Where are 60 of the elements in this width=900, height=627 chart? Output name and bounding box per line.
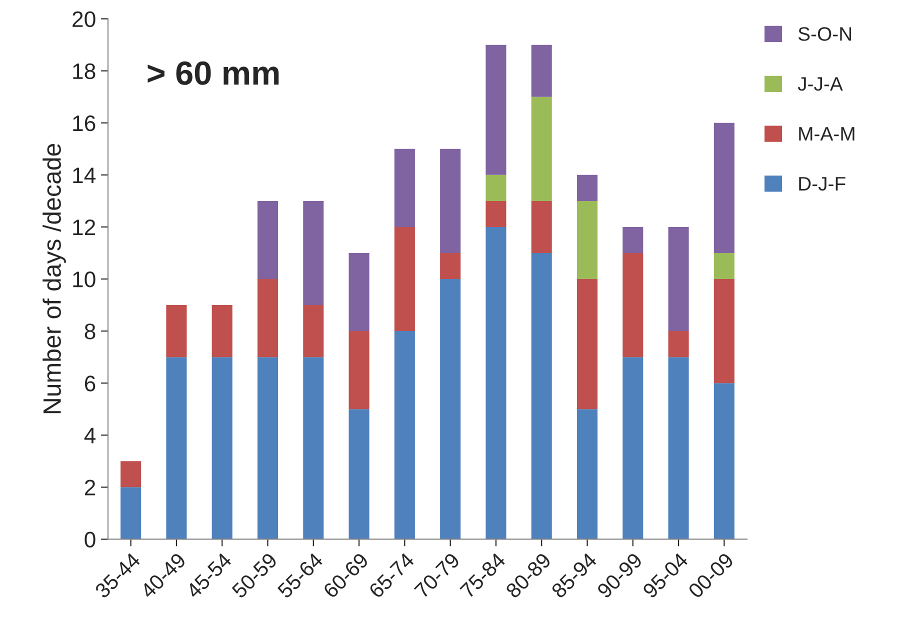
bar — [303, 305, 324, 358]
bar — [303, 357, 324, 540]
bar — [622, 252, 644, 358]
bar — [576, 409, 598, 540]
bar — [440, 148, 461, 253]
y-tick-label: 20 — [72, 11, 96, 28]
y-tick-label: 18 — [73, 63, 96, 80]
bar — [668, 331, 689, 358]
bar — [531, 252, 552, 540]
legend-label: S-O-N — [798, 27, 852, 41]
bar — [576, 279, 598, 410]
bar — [394, 331, 415, 540]
bar — [486, 44, 506, 175]
annotation: > 60 mm — [148, 61, 279, 85]
bar — [394, 148, 415, 227]
y-axis-title: Number of days /decade — [42, 144, 66, 414]
bar — [348, 409, 370, 540]
y-tick-label: 0 — [84, 532, 96, 548]
y-tick-label: 14 — [73, 168, 96, 183]
bar — [486, 174, 506, 201]
y-tick-label: 12 — [73, 220, 96, 236]
bar — [576, 200, 598, 280]
bar — [668, 357, 689, 540]
bar — [166, 357, 187, 540]
y-tick-label: 8 — [84, 324, 96, 340]
bar — [303, 200, 324, 306]
y-tick-label: 16 — [73, 115, 96, 132]
bar — [394, 226, 415, 332]
bar — [440, 252, 461, 280]
bar — [257, 200, 278, 280]
y-tick-label: 4 — [84, 428, 96, 444]
bar — [166, 305, 187, 358]
bar — [714, 279, 734, 384]
bar — [486, 200, 506, 227]
bar — [212, 305, 232, 358]
legend-label: J-J-A — [798, 77, 843, 91]
bar — [714, 383, 734, 540]
bar — [348, 252, 370, 332]
bar — [531, 44, 552, 97]
bar — [486, 226, 506, 540]
bar — [440, 279, 461, 540]
legend-label: M-A-M — [799, 127, 854, 141]
y-tick-label: 6 — [84, 376, 96, 392]
bar — [714, 252, 734, 280]
bar — [348, 331, 370, 410]
bar — [714, 122, 734, 253]
bar — [622, 357, 644, 540]
y-tick-label: 10 — [73, 272, 96, 288]
bar — [120, 461, 142, 488]
bar — [531, 96, 552, 201]
bar — [257, 357, 278, 540]
bar — [531, 200, 552, 253]
y-tick-label: 2 — [84, 480, 96, 496]
bar — [257, 279, 278, 358]
bar — [622, 226, 644, 253]
bar — [668, 226, 689, 332]
bar — [576, 174, 598, 201]
bar — [120, 487, 142, 540]
legend-label: D-J-F — [799, 177, 846, 191]
bar — [212, 357, 232, 540]
